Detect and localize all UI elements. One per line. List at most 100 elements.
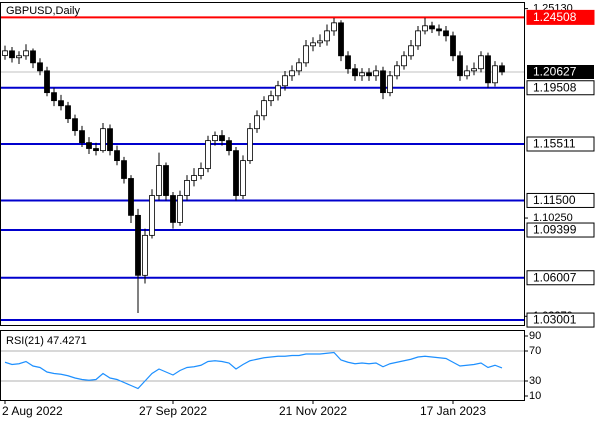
candle-body	[72, 118, 78, 132]
level-label: 1.24508	[533, 10, 577, 24]
candle-body	[275, 85, 281, 97]
candle-body	[114, 150, 120, 162]
y-tick-label: 1.10250	[533, 212, 573, 224]
candle-body	[317, 40, 323, 44]
candle-body	[471, 68, 477, 72]
candle-body	[23, 50, 29, 57]
candle-body	[135, 214, 141, 276]
candle-body	[240, 160, 246, 196]
level-label-box	[526, 192, 595, 208]
level-label: 1.09399	[533, 223, 577, 237]
level-label: 1.11500	[533, 193, 576, 207]
candle-body	[485, 55, 491, 84]
candle-body	[149, 195, 155, 236]
candle-body	[247, 128, 253, 162]
rsi-line	[4, 351, 503, 390]
candle-body	[142, 234, 148, 276]
candle-body	[156, 165, 162, 196]
candle-body	[359, 72, 365, 77]
candle-body	[2, 50, 8, 56]
candle-body	[233, 150, 239, 196]
candle-body	[16, 55, 22, 59]
current-price-box	[527, 65, 594, 80]
candle-body	[478, 55, 484, 70]
current-price-label: 1.20627	[533, 65, 577, 79]
candle-body	[289, 70, 295, 77]
candle-body	[408, 45, 414, 57]
candle-body	[191, 175, 197, 181]
candle-body	[366, 72, 372, 77]
candle-body	[128, 178, 134, 216]
candle-body	[44, 70, 50, 94]
rsi-tick-label: 70	[529, 345, 541, 357]
candle-body	[324, 30, 330, 42]
chart-title: GBPUSD,Daily	[6, 5, 80, 17]
candle-body	[352, 68, 358, 77]
level-label-box	[526, 80, 595, 96]
candle-body	[9, 50, 15, 59]
candle-body	[30, 50, 36, 64]
candle-body	[422, 25, 428, 32]
candle-body	[345, 55, 351, 70]
candle-body	[394, 65, 400, 77]
candle-body	[86, 142, 92, 149]
x-tick-label: 21 Nov 2022	[279, 404, 347, 418]
price-pane	[0, 2, 525, 326]
rsi-pane	[0, 330, 525, 401]
rsi-tick-label: 90	[529, 330, 541, 342]
candle-body	[499, 65, 505, 73]
x-tick-label: 17 Jan 2023	[420, 404, 486, 418]
level-label-box	[526, 222, 595, 238]
candle-body	[79, 130, 85, 144]
candle-body	[37, 62, 43, 72]
candle-body	[296, 62, 302, 72]
level-label-box	[526, 136, 595, 152]
candle-body	[331, 22, 337, 32]
candle-body	[401, 55, 407, 67]
rsi-tick-label: 10	[529, 390, 541, 402]
candle-body	[429, 25, 435, 30]
candle-body	[310, 42, 316, 47]
rsi-title: RSI(21) 47.4271	[6, 335, 87, 347]
x-tick-label: 27 Sep 2022	[139, 404, 207, 418]
candle-body	[464, 70, 470, 77]
level-label: 1.15511	[533, 137, 576, 151]
candle-body	[261, 100, 267, 117]
candle-body	[177, 195, 183, 223]
candle-body	[436, 28, 442, 32]
x-tick-label: 2 Aug 2022	[2, 404, 63, 418]
candle-body	[450, 35, 456, 57]
candle-body	[492, 65, 498, 84]
candle-body	[443, 30, 449, 37]
level-label-box	[526, 312, 595, 328]
candle-body	[268, 95, 274, 102]
candle-body	[457, 55, 463, 77]
candle-body	[121, 160, 127, 179]
candle-body	[58, 100, 64, 107]
candle-body	[198, 168, 204, 176]
candle-body	[373, 70, 379, 77]
candle-body	[338, 22, 344, 57]
candle-body	[226, 140, 232, 152]
candle-body	[107, 128, 113, 152]
candle-body	[93, 148, 99, 152]
candle-body	[254, 115, 260, 130]
candle-body	[163, 165, 169, 196]
level-label-box	[526, 270, 595, 286]
level-label: 1.03001	[533, 313, 577, 327]
candle-body	[184, 180, 190, 196]
candle-body	[170, 195, 176, 223]
candle-body	[219, 135, 225, 142]
candle-body	[380, 70, 386, 94]
candle-body	[303, 45, 309, 64]
level-label: 1.19508	[533, 80, 577, 94]
candle-body	[205, 140, 211, 169]
level-label-box	[526, 9, 595, 25]
candle-body	[387, 75, 393, 94]
candle-body	[282, 75, 288, 87]
candle-body	[415, 30, 421, 47]
candle-body	[65, 105, 71, 120]
level-label: 1.06007	[533, 270, 577, 284]
candle-body	[100, 128, 106, 152]
